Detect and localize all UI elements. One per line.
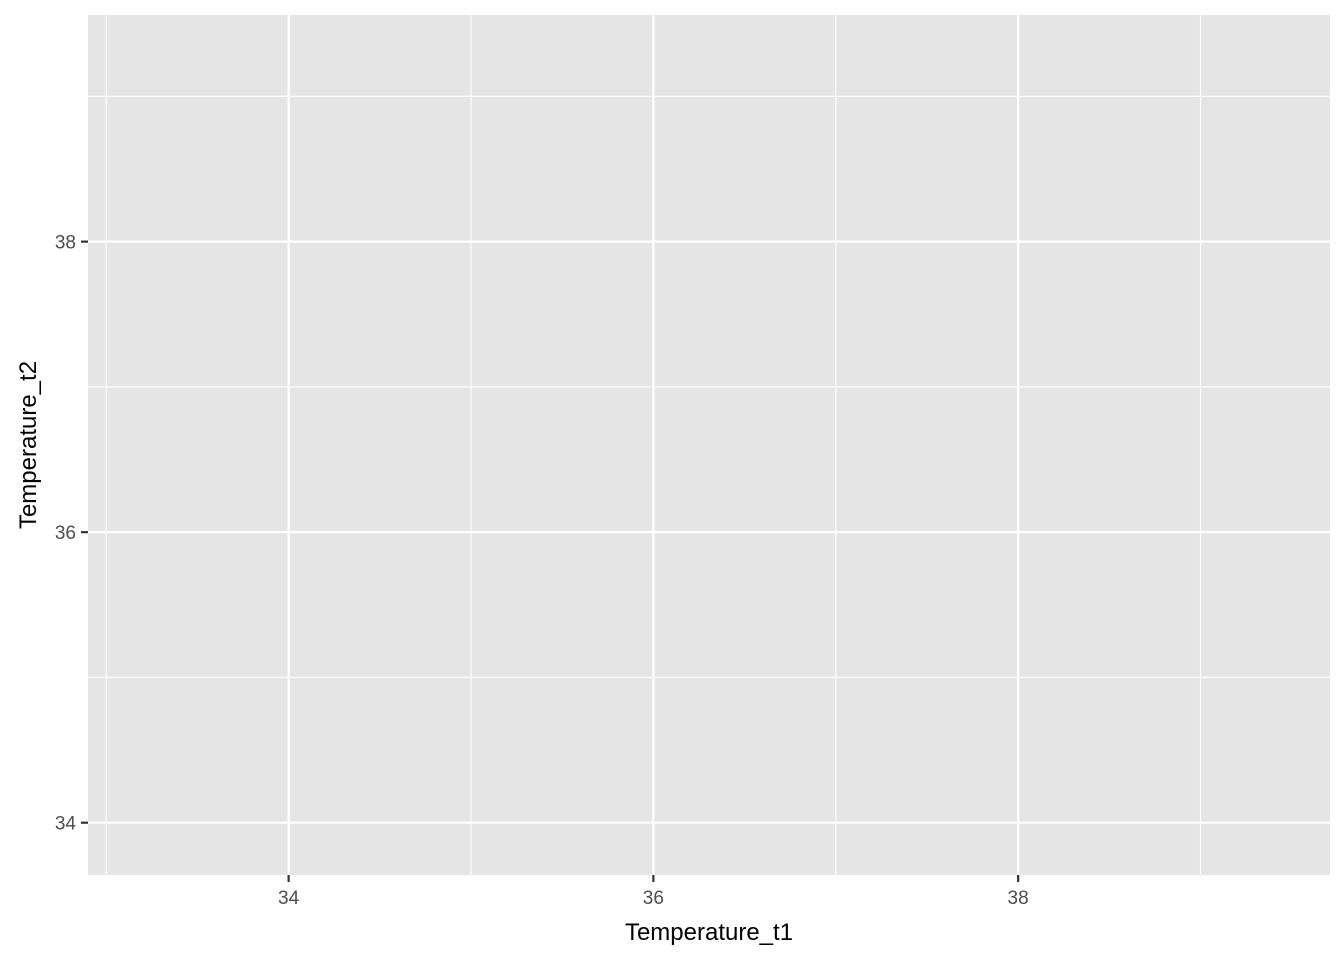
plot-panel (88, 15, 1330, 875)
y-tick-label: 38 (55, 233, 76, 254)
minor-gridlines (88, 15, 1330, 875)
y-tick-label: 34 (55, 814, 77, 835)
x-axis-label: Temperature_t1 (625, 919, 793, 946)
x-tick-label: 34 (278, 888, 300, 909)
x-tick-label: 38 (1008, 888, 1029, 909)
y-axis-ticks: 34 36 38 (55, 233, 88, 835)
y-tick-label: 36 (55, 523, 76, 544)
x-tick-label: 36 (643, 888, 664, 909)
major-gridlines (88, 15, 1330, 875)
x-axis-ticks: 34 36 38 (278, 875, 1029, 909)
y-axis-label: Temperature_t2 (15, 361, 42, 529)
